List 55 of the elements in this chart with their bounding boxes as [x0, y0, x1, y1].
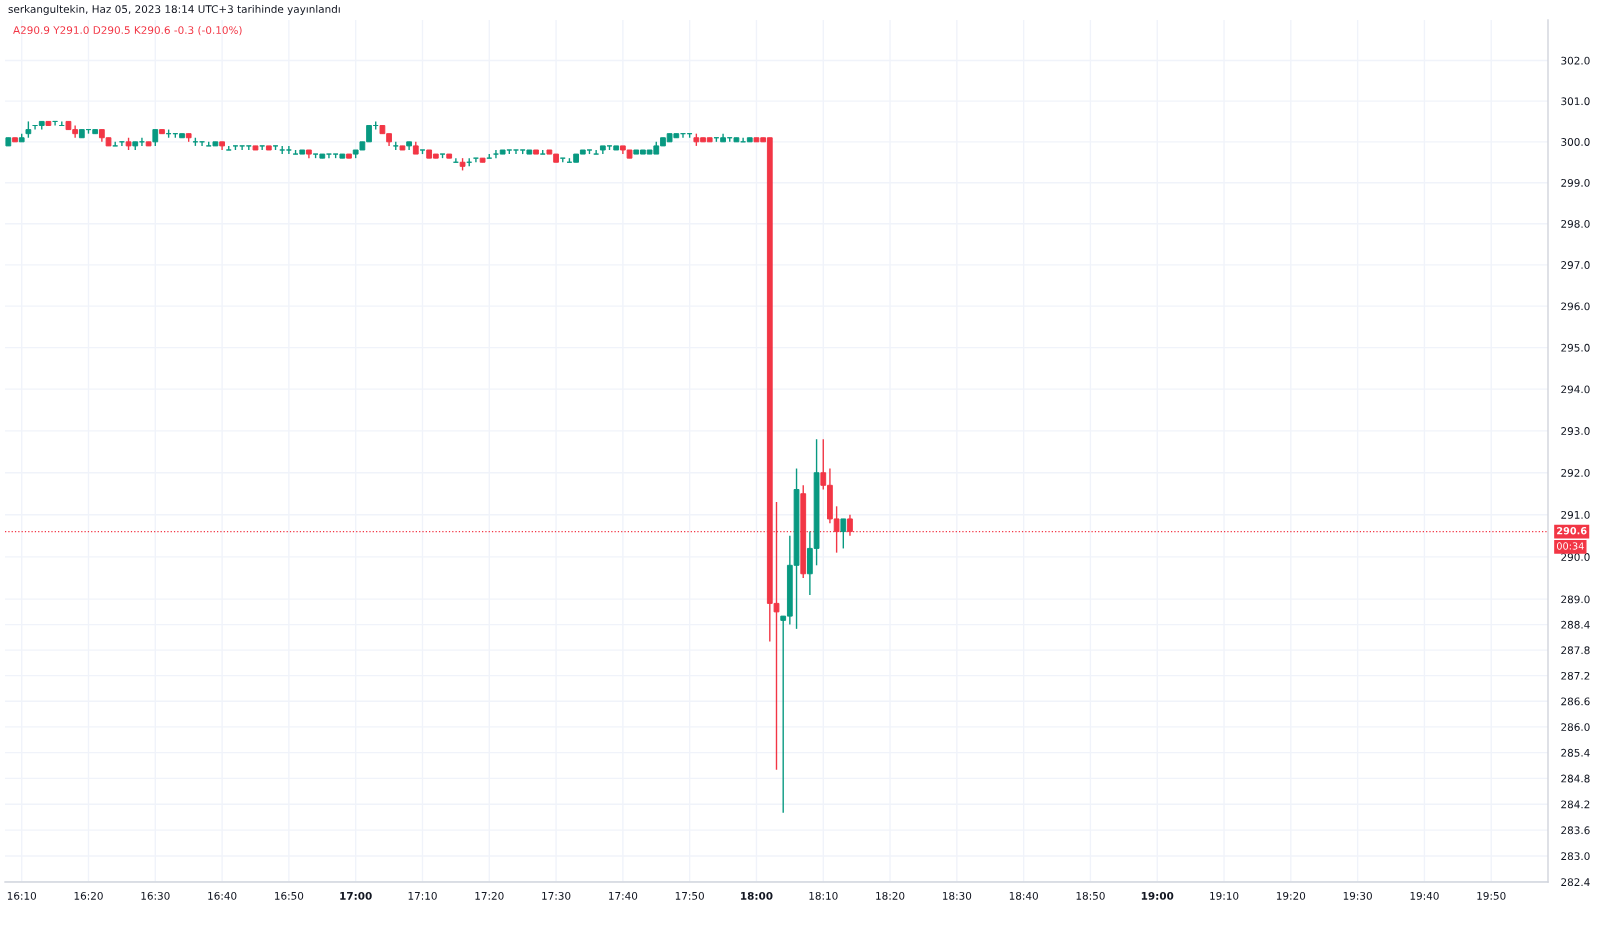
x-tick-label: 18:10	[809, 891, 838, 900]
y-tick-label: 288.4	[1561, 620, 1590, 629]
y-tick-label: 294.0	[1561, 385, 1590, 394]
y-tick-label: 284.8	[1561, 774, 1590, 783]
y-tick-label: 286.0	[1561, 723, 1590, 732]
x-tick-label: 16:30	[141, 891, 170, 900]
y-tick-label: 301.0	[1561, 97, 1590, 106]
y-tick-label: 297.0	[1561, 261, 1590, 269]
x-tick-label: 18:30	[942, 891, 972, 900]
x-tick-label: 17:40	[609, 891, 638, 900]
ref-line-label: 290.6	[1557, 527, 1587, 535]
y-tick-label: 298.0	[1561, 219, 1590, 228]
x-tick-label: 19:00	[1141, 891, 1174, 900]
y-tick-label: 299.0	[1561, 178, 1590, 187]
x-tick-label: 18:50	[1076, 891, 1105, 900]
y-tick-label: 295.0	[1561, 343, 1590, 352]
y-tick-label: 302.0	[1561, 56, 1590, 65]
x-tick-label: 17:20	[475, 891, 504, 900]
x-tick-label: 17:50	[675, 891, 704, 900]
x-tick-label: 19:50	[1477, 891, 1506, 900]
y-tick-label: 283.0	[1561, 852, 1590, 861]
x-tick-label: 19:10	[1210, 891, 1239, 900]
text: serkangultekin, Haz 05, 2023 18:14 UTC+3 tarihinde yayınlandı	[8, 4, 340, 16]
x-tick-label: 17:10	[408, 891, 437, 900]
x-tick-label: 17:30	[542, 891, 571, 900]
candlestick	[259, 145, 266, 151]
y-tick-label: 286.6	[1561, 697, 1590, 706]
x-tick-label: 18:40	[1009, 891, 1038, 900]
y-tick-label: 283.6	[1561, 826, 1590, 835]
x-tick-label: 18:20	[876, 891, 905, 900]
x-tick-label: 19:20	[1276, 891, 1306, 900]
candlestick	[840, 518, 847, 550]
x-tick-label: 19:30	[1343, 891, 1372, 900]
x-tick-label: 16:50	[275, 891, 304, 900]
y-tick-label: 285.4	[1561, 748, 1590, 757]
y-tick-label: 287.2	[1561, 671, 1590, 680]
y-tick-label: 292.0	[1561, 468, 1590, 477]
y-tick-label: 282.4	[1561, 878, 1590, 887]
y-tick-label: 289.0	[1561, 595, 1590, 604]
candlestick	[593, 149, 600, 155]
y-tick-label: 293.0	[1561, 427, 1590, 435]
y-tick-label: 296.0	[1561, 302, 1590, 311]
text: 00:34	[1556, 542, 1584, 550]
x-tick-label: 18:00	[741, 891, 773, 900]
text: A290.9 Y291.0 D290.5 K290.6 -0.3 (-0.10%)	[13, 25, 242, 36]
x-tick-label: 19:40	[1410, 891, 1439, 900]
y-tick-label: 290.0	[1561, 553, 1590, 561]
x-tick-label: 16:10	[7, 891, 37, 900]
x-tick-label: 16:20	[74, 891, 103, 900]
y-tick-label: 300.0	[1561, 138, 1590, 146]
y-tick-label: 287.8	[1561, 646, 1590, 655]
x-tick-label: 17:00	[340, 891, 372, 900]
y-tick-label: 284.2	[1561, 800, 1590, 809]
y-tick-label: 291.0	[1561, 510, 1590, 519]
x-tick-label: 16:40	[208, 891, 237, 900]
